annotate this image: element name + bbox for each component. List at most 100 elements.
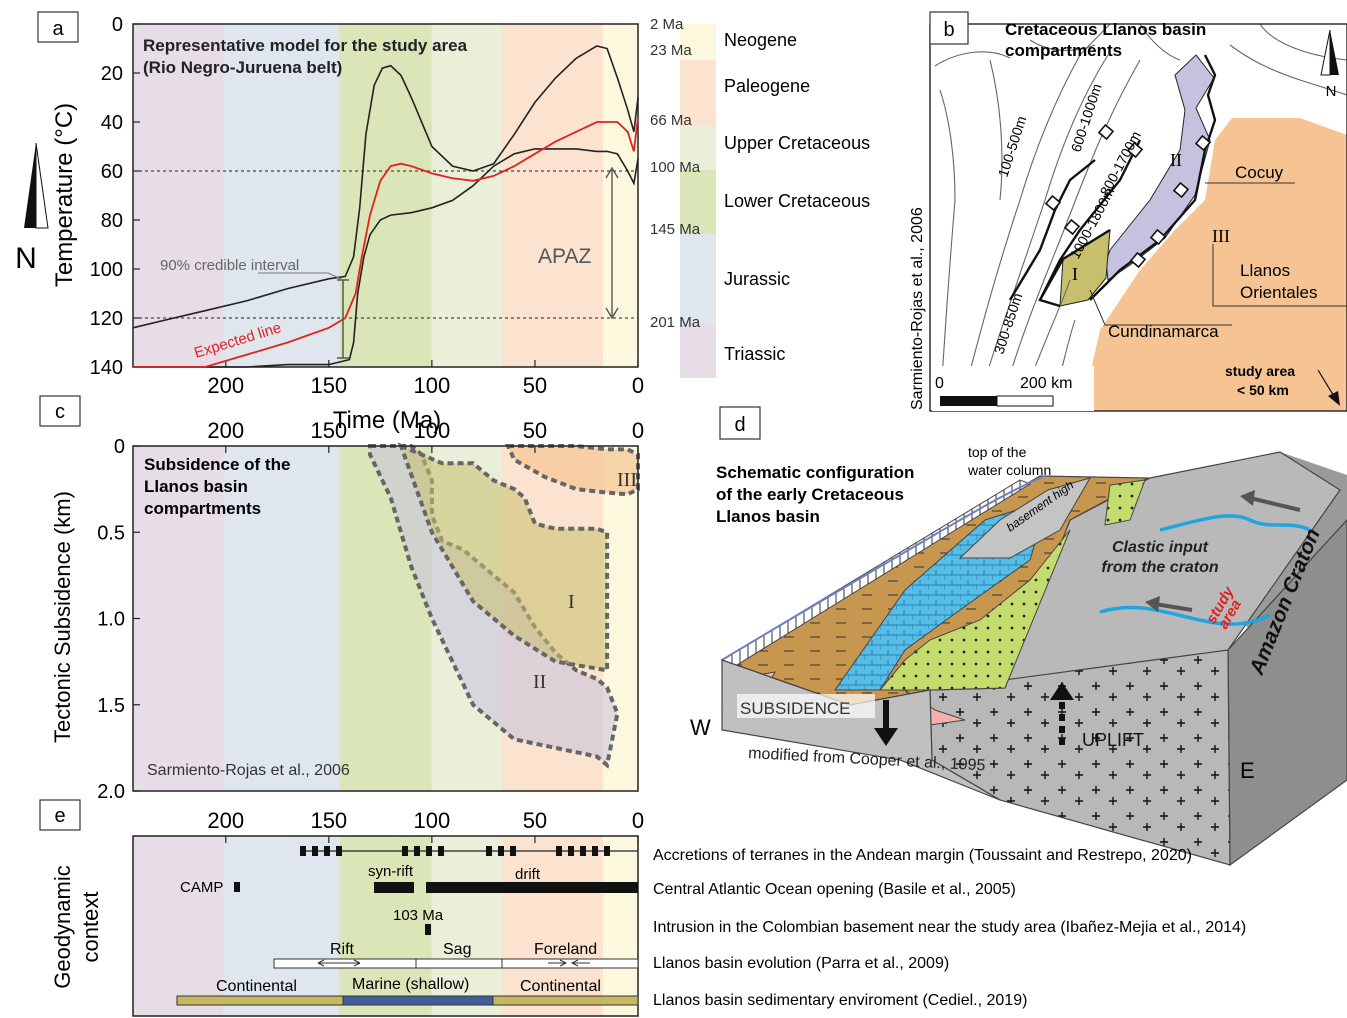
band-upper-cretaceous bbox=[431, 836, 502, 1016]
camp-label: CAMP bbox=[180, 879, 223, 896]
a-xtick-label: 0 bbox=[632, 373, 644, 398]
cundinamarca-label: Cundinamarca bbox=[1108, 322, 1219, 341]
scale-bar-black bbox=[940, 396, 997, 406]
alluvial-fan bbox=[878, 529, 1071, 691]
rift-label: Rift bbox=[330, 941, 355, 958]
timescale-band-1 bbox=[680, 60, 716, 126]
panel-c-title-1: Subsidence of the bbox=[144, 455, 290, 474]
timescale-band-0 bbox=[680, 24, 716, 60]
lower-bound-line bbox=[133, 148, 639, 368]
band-lower-cretaceous bbox=[339, 24, 432, 367]
panel-a-subtitle: (Rio Negro-Juruena belt) bbox=[143, 58, 342, 77]
panel-a-letter: a bbox=[52, 18, 64, 40]
band-paleogene bbox=[501, 24, 603, 367]
band-upper-cretaceous bbox=[431, 24, 502, 367]
foreland-label: Foreland bbox=[534, 941, 597, 958]
continental-label-2: Continental bbox=[520, 978, 601, 995]
clastic-label-1: Clastic input bbox=[1112, 539, 1209, 556]
c-xtick-label: 50 bbox=[523, 418, 547, 443]
band-jurassic bbox=[223, 24, 340, 367]
expected-line bbox=[133, 116, 639, 368]
a-ytick-label: 140 bbox=[90, 357, 123, 379]
band-lower-cretaceous bbox=[339, 836, 432, 1016]
a-ytick-label: 20 bbox=[101, 63, 123, 85]
continental-bar-early bbox=[176, 995, 344, 1006]
intrusion-age: 103 Ma bbox=[393, 907, 444, 924]
geologic-timescale: Neogene Paleogene Upper Cretaceous Lower Cr… bbox=[650, 16, 870, 378]
clastic-label-2: from the craton bbox=[1101, 559, 1219, 576]
basement-high bbox=[958, 477, 1092, 559]
panel-c-ylabel: Tectonic Subsidence (km) bbox=[50, 491, 75, 743]
band-triassic bbox=[133, 446, 224, 791]
panel-a-letter-box bbox=[37, 11, 79, 43]
credible-interval-leader bbox=[258, 272, 344, 281]
panel-b-map: b Cretaceous Llanos basin compartments N… bbox=[909, 11, 1347, 412]
row-label-atlantic: Central Atlantic Ocean opening (Basile e… bbox=[653, 881, 1016, 898]
intrusion-bar bbox=[425, 924, 431, 935]
subsidence-zone-I bbox=[397, 442, 610, 673]
panel-d-letter-box bbox=[719, 406, 761, 440]
continental-label-1: Continental bbox=[216, 978, 297, 995]
water-surface-line bbox=[721, 475, 1046, 661]
panel-b-source: Sarmiento-Rojas et al., 2006 bbox=[909, 207, 926, 410]
accretion-events bbox=[300, 846, 610, 856]
row-label-accretions: Accretions of terranes in the Andean mar… bbox=[653, 847, 1192, 864]
river-north bbox=[1159, 514, 1311, 532]
marine-label: Marine (shallow) bbox=[352, 976, 469, 993]
panel-a-axis-ticks: 0 20 40 60 80 100 120 140 200 150 100 50 0 bbox=[90, 14, 645, 398]
row-label-evolution: Llanos basin evolution (Parra et al., 20… bbox=[653, 955, 949, 972]
contour-lines bbox=[934, 23, 1347, 412]
roman-i: I bbox=[1072, 264, 1078, 284]
llanos-label-1: Llanos bbox=[1240, 261, 1290, 280]
e-xtick-label: 100 bbox=[414, 808, 451, 833]
c-xtick-label: 100 bbox=[414, 418, 451, 443]
roman-ii: II bbox=[1170, 150, 1182, 170]
thrust-markers bbox=[1044, 123, 1212, 269]
foreland-arrows-icon bbox=[548, 959, 590, 967]
c-ytick-label: 1.5 bbox=[97, 695, 125, 717]
panel-e-letter: e bbox=[54, 805, 65, 827]
a-ytick-label: 60 bbox=[101, 161, 123, 183]
panel-e-ylabel-2: context bbox=[78, 892, 103, 963]
flow-arrow-north-icon bbox=[1249, 496, 1301, 512]
panel-a-frame bbox=[132, 23, 639, 368]
timescale-band-5 bbox=[680, 324, 716, 378]
e-xtick-label: 0 bbox=[632, 808, 644, 833]
synrift-label: syn-rift bbox=[368, 863, 414, 880]
north-label-left: N bbox=[15, 242, 37, 275]
uplift-label: UPLIFT bbox=[1082, 730, 1144, 750]
a-xtick-label: 200 bbox=[207, 373, 244, 398]
panel-b-north: N bbox=[1326, 83, 1337, 100]
timescale-band-2 bbox=[680, 126, 716, 170]
panel-d-title-2: of the early Cretaceous bbox=[716, 485, 904, 504]
scale-max: 200 km bbox=[1020, 375, 1072, 392]
water-column-label-1: top of the bbox=[968, 444, 1027, 460]
panel-e-ylabel-1: Geodynamic bbox=[50, 865, 75, 989]
a-ytick-label: 100 bbox=[90, 259, 123, 281]
panel-b-frame bbox=[929, 23, 1347, 412]
study-area-label-1: study area bbox=[1225, 363, 1295, 379]
row-label-intrusion: Intrusion in the Colombian basement near… bbox=[653, 919, 1246, 936]
e-xtick-label: 150 bbox=[310, 808, 347, 833]
band-paleogene bbox=[501, 836, 603, 1016]
band-neogene bbox=[602, 24, 638, 367]
panel-c-source: Sarmiento-Rojas et al., 2006 bbox=[147, 762, 350, 779]
study-area-label-2: < 50 km bbox=[1237, 382, 1289, 398]
a-ytick-label: 40 bbox=[101, 112, 123, 134]
period-label: Paleogene bbox=[724, 76, 810, 96]
age-label: 145 Ma bbox=[650, 221, 701, 238]
panel-b-letter: b bbox=[943, 19, 954, 41]
a-ytick-label: 120 bbox=[90, 308, 123, 330]
north-arrow-left-icon bbox=[24, 143, 36, 228]
rift-arrows-icon bbox=[317, 959, 361, 967]
credible-interval-label: 90% credible interval bbox=[160, 257, 299, 274]
a-xtick-label: 100 bbox=[414, 373, 451, 398]
panel-d-title-1: Schematic configuration bbox=[716, 463, 914, 482]
panel-d-block-diagram: d Schematic configuration of the early C… bbox=[690, 406, 1347, 867]
band-neogene bbox=[602, 836, 638, 1016]
c-xtick-label: 200 bbox=[207, 418, 244, 443]
synrift-bar bbox=[374, 882, 414, 893]
llanos-evolution-bar bbox=[273, 958, 639, 969]
roman-iii: III bbox=[1212, 226, 1230, 246]
